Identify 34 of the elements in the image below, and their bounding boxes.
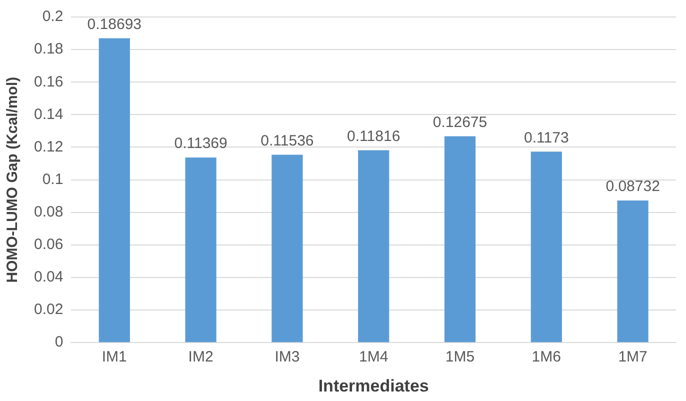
- y-tick-label: 0.1: [42, 170, 64, 188]
- x-tick-label: IM1: [102, 348, 127, 366]
- x-tick-label: IM3: [274, 348, 300, 366]
- bar: [185, 158, 216, 342]
- y-tick-label: 0: [54, 334, 64, 351]
- x-tick-label: 1M5: [445, 348, 475, 366]
- data-label: 0.11369: [174, 135, 228, 152]
- bar: [444, 136, 476, 342]
- data-label: 0.11536: [260, 132, 314, 150]
- y-tick-label: 0.02: [34, 301, 64, 318]
- x-axis-title: Intermediates: [318, 376, 429, 396]
- y-tick-label: 0.14: [34, 106, 64, 123]
- y-axis-title: HOMO-LUMO Gap (Kcal/mol): [4, 76, 22, 283]
- bar: [98, 38, 130, 342]
- bar: [272, 154, 303, 342]
- bar: [530, 152, 562, 342]
- x-tick-label: 1M6: [532, 348, 561, 366]
- bar: [617, 200, 648, 342]
- y-tick-label: 0.04: [34, 268, 64, 286]
- data-label: 0.08732: [606, 178, 660, 196]
- data-label: 0.1173: [524, 129, 569, 146]
- x-tick-label: 1M4: [359, 348, 388, 366]
- x-tick-label: 1M7: [618, 348, 648, 366]
- y-tick-label: 0.08: [34, 204, 64, 220]
- y-tick-label: 0.18: [34, 40, 64, 58]
- y-tick-label: 0.06: [34, 236, 64, 254]
- bar: [358, 150, 390, 342]
- y-tick-label: 0.2: [42, 8, 64, 26]
- data-label: 0.18693: [87, 16, 142, 33]
- data-label: 0.12675: [432, 114, 488, 131]
- data-label: 0.11816: [347, 128, 400, 145]
- y-tick-label: 0.12: [34, 138, 64, 156]
- y-tick-label: 0.16: [34, 73, 64, 90]
- x-tick-label: IM2: [188, 348, 214, 366]
